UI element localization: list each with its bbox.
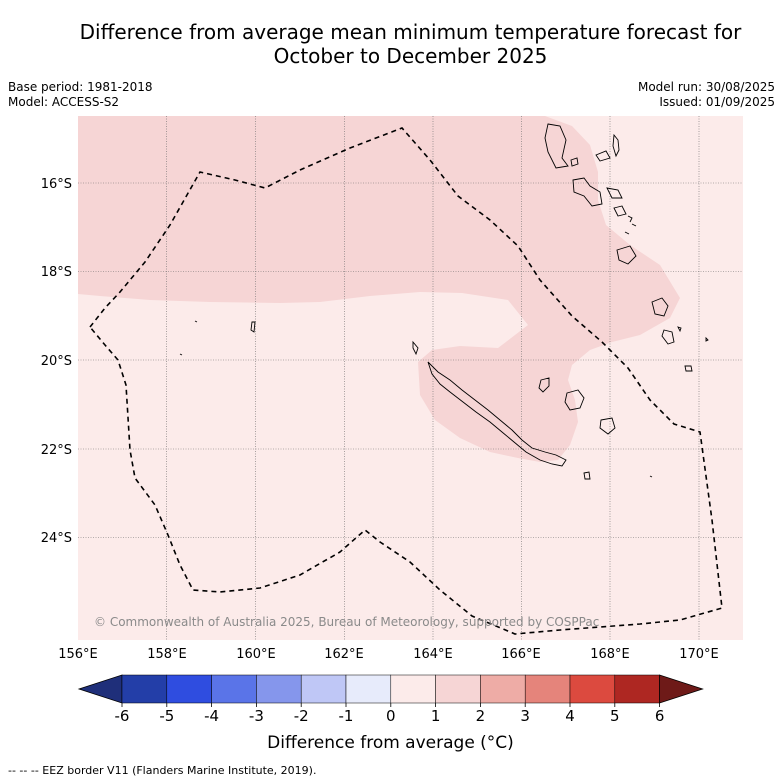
eez-border xyxy=(88,127,723,635)
ambae-coastline xyxy=(595,150,611,162)
ouvea-coastline xyxy=(538,377,550,393)
belep-islet xyxy=(412,340,419,356)
espiritu-santo-coastline xyxy=(544,123,569,169)
colorbar-tick-label: 3 xyxy=(520,707,530,725)
futuna-islet xyxy=(705,336,709,342)
colorbar-tick-label: 0 xyxy=(386,707,396,725)
lon-tick-label: 166°E xyxy=(501,647,541,662)
maewo-coastline xyxy=(612,133,620,158)
colorbar-tick-label: -1 xyxy=(339,707,354,725)
lat-tick-label: 20°S xyxy=(41,354,72,369)
lon-tick-label: 158°E xyxy=(147,647,187,662)
chesterfield-islet xyxy=(250,321,256,333)
malekula-coastline xyxy=(572,177,603,207)
pentecost-coastline xyxy=(606,187,623,199)
malo-coastline xyxy=(570,157,579,167)
lat-axis: 16°S 18°S 20°S 22°S 24°S xyxy=(41,177,72,546)
colorbar-tick-label: -4 xyxy=(204,707,219,725)
new-caledonia-coastline xyxy=(427,361,567,467)
colorbar-tick-label: 4 xyxy=(565,707,575,725)
model-run: Model run: 30/08/2025 xyxy=(637,80,775,94)
map-title-line1: Difference from average mean minimum tem… xyxy=(79,20,742,44)
shepherd-islets xyxy=(624,215,637,235)
colorbar-tick-label: -5 xyxy=(159,707,174,725)
copyright-text: © Commonwealth of Australia 2025, Bureau… xyxy=(94,615,599,629)
colorbar-segment xyxy=(121,674,168,704)
epi-coastline xyxy=(613,205,627,217)
colorbar-segment xyxy=(345,674,392,704)
model-name: Model: ACCESS-S2 xyxy=(8,95,120,109)
colorbar-segment xyxy=(435,674,481,704)
colorbar-tick-label: -3 xyxy=(249,707,264,725)
lon-tick-label: 162°E xyxy=(324,647,364,662)
colorbar-tick-label: -6 xyxy=(115,707,130,725)
base-period: Base period: 1981-2018 xyxy=(8,80,153,94)
colorbar-tick-label: 5 xyxy=(610,707,620,725)
aneityum-coastline xyxy=(684,365,693,372)
colorbar-segment xyxy=(524,674,571,704)
colorbar-segment xyxy=(569,674,616,704)
colorbar-extend-high xyxy=(659,674,704,704)
graticule xyxy=(78,116,743,640)
lon-axis: 156°E 158°E 160°E 162°E 164°E 166°E 168°… xyxy=(58,647,719,662)
colorbar-ticks: -6 -5 -4 -3 -2 -1 0 1 2 3 4 5 6 xyxy=(115,703,665,725)
lat-tick-label: 16°S xyxy=(41,177,72,192)
lon-tick-label: 160°E xyxy=(236,647,276,662)
colorbar-tick-label: 2 xyxy=(476,707,486,725)
colorbar-segment xyxy=(166,674,212,704)
meta-left: Base period: 1981-2018 Model: ACCESS-S2 xyxy=(8,80,153,110)
colorbar-tick-label: 1 xyxy=(431,707,441,725)
colorbar-segment xyxy=(211,674,257,704)
lon-tick-label: 156°E xyxy=(58,647,98,662)
lon-tick-label: 168°E xyxy=(590,647,630,662)
colorbar-segment xyxy=(390,674,436,704)
lifou-coastline xyxy=(564,389,585,411)
lon-tick-label: 170°E xyxy=(679,647,719,662)
map-title: Difference from average mean minimum tem… xyxy=(40,20,781,68)
efate-coastline xyxy=(616,245,637,265)
lat-tick-label: 18°S xyxy=(41,265,72,280)
eez-footnote: -- -- -- EEZ border V11 (Flanders Marine… xyxy=(8,764,317,777)
colorbar-tick-label: 6 xyxy=(655,707,665,725)
mare-coastline xyxy=(599,417,616,435)
lat-tick-label: 22°S xyxy=(41,443,72,458)
meta-right: Model run: 30/08/2025 Issued: 01/09/2025 xyxy=(638,80,775,110)
tanna-coastline xyxy=(661,329,675,345)
small-islet-b xyxy=(179,353,183,356)
lon-tick-label: 164°E xyxy=(413,647,453,662)
small-islet-c xyxy=(649,475,653,478)
aniwa-islet xyxy=(677,326,682,333)
lat-tick-label: 24°S xyxy=(41,531,72,546)
colorbar-segment xyxy=(480,674,526,704)
colorbar-tick-label: -2 xyxy=(294,707,309,725)
issued-date: Issued: 01/09/2025 xyxy=(659,95,775,109)
colorbar xyxy=(77,674,704,704)
shaded-region-1-to-2 xyxy=(78,116,680,462)
colorbar-segment xyxy=(256,674,302,704)
colorbar-segment xyxy=(300,674,347,704)
small-islet-a xyxy=(194,320,198,323)
colorbar-extend-low xyxy=(77,674,123,704)
colorbar-label: Difference from average (°C) xyxy=(267,733,514,753)
colorbar-segment xyxy=(614,674,660,704)
erromango-coastline xyxy=(651,297,669,317)
isle-of-pines-coastline xyxy=(583,471,591,480)
map-title-line2: October to December 2025 xyxy=(273,44,548,68)
coastlines xyxy=(179,123,709,480)
